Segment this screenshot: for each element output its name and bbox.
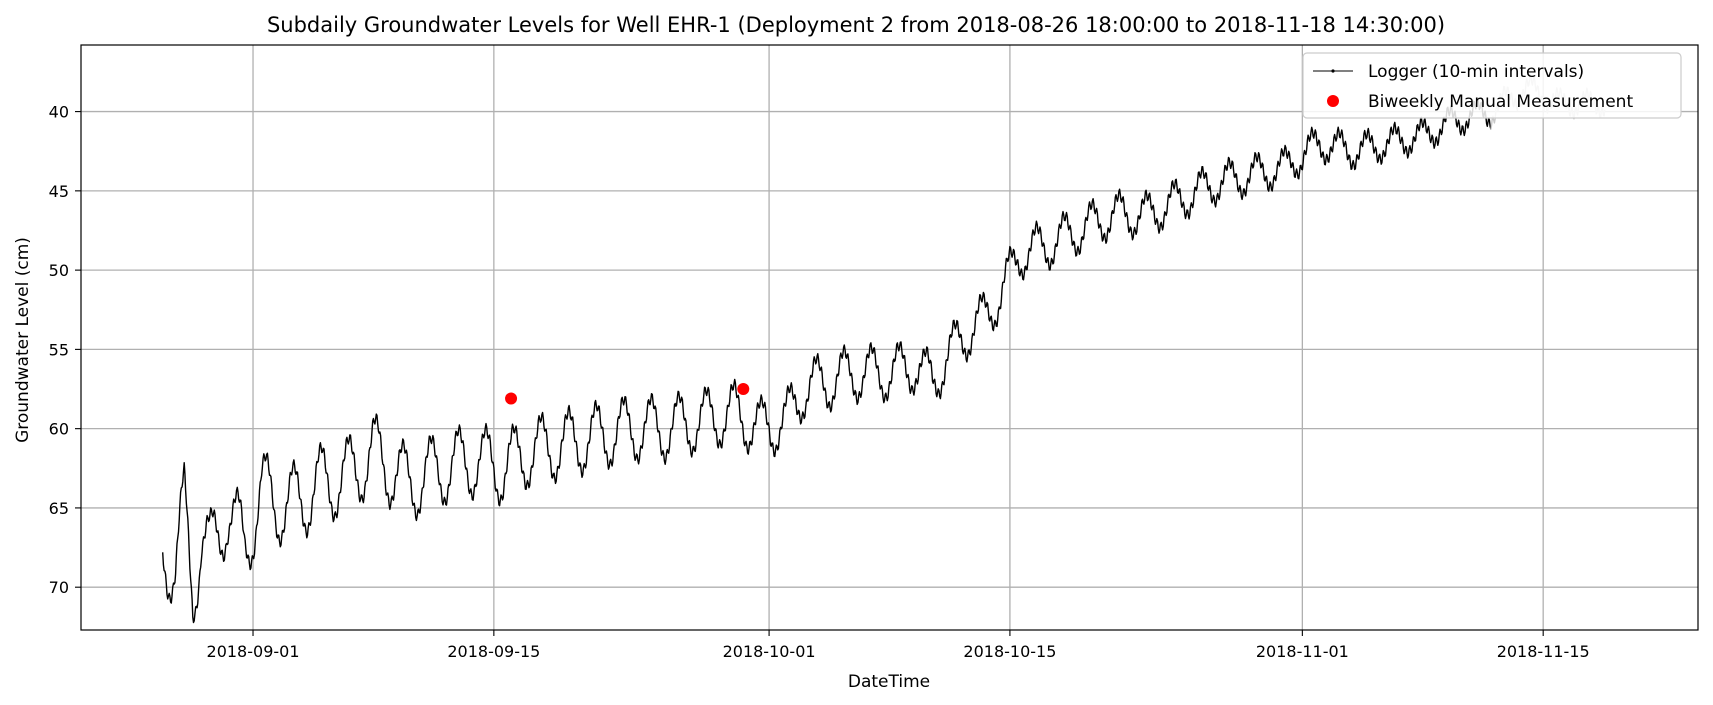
y-tick-label: 50 bbox=[49, 261, 69, 280]
x-tick-label: 2018-11-15 bbox=[1497, 642, 1590, 661]
y-axis-label: Groundwater Level (cm) bbox=[13, 237, 33, 443]
x-axis-ticks: 2018-09-01 2018-09-15 2018-10-01 2018-10-15… bbox=[207, 630, 1590, 661]
y-tick-label: 55 bbox=[49, 340, 69, 359]
chart-title: Subdaily Groundwater Levels for Well EHR… bbox=[267, 13, 1445, 37]
y-tick-label: 40 bbox=[49, 103, 69, 122]
legend-logger-marker bbox=[1331, 69, 1335, 73]
x-tick-label: 2018-10-15 bbox=[963, 642, 1056, 661]
legend-manual-marker bbox=[1327, 95, 1339, 107]
y-tick-label: 65 bbox=[49, 499, 69, 518]
y-tick-label: 60 bbox=[49, 420, 69, 439]
legend-logger-label: Logger (10-min intervals) bbox=[1368, 62, 1584, 82]
plot-area bbox=[162, 73, 1606, 624]
x-axis-label: DateTime bbox=[848, 672, 930, 692]
plot-frame bbox=[80, 44, 1699, 631]
grid bbox=[81, 45, 1698, 630]
series-manual-points bbox=[505, 383, 750, 405]
x-tick-label: 2018-09-15 bbox=[447, 642, 540, 661]
legend: Logger (10-min intervals) Biweekly Manua… bbox=[1302, 52, 1682, 119]
legend-box bbox=[1302, 52, 1682, 119]
y-tick-label: 45 bbox=[49, 182, 69, 201]
y-axis-ticks: 40 45 50 55 60 65 70 bbox=[49, 103, 81, 597]
manual-measurement-point bbox=[505, 392, 518, 405]
manual-measurement-point bbox=[737, 383, 750, 396]
legend-manual-label: Biweekly Manual Measurement bbox=[1368, 92, 1633, 112]
x-tick-label: 2018-10-01 bbox=[723, 642, 816, 661]
x-tick-label: 2018-09-01 bbox=[207, 642, 300, 661]
series-logger-line bbox=[162, 97, 1492, 624]
y-tick-label: 70 bbox=[49, 578, 69, 597]
x-tick-label: 2018-11-01 bbox=[1256, 642, 1349, 661]
